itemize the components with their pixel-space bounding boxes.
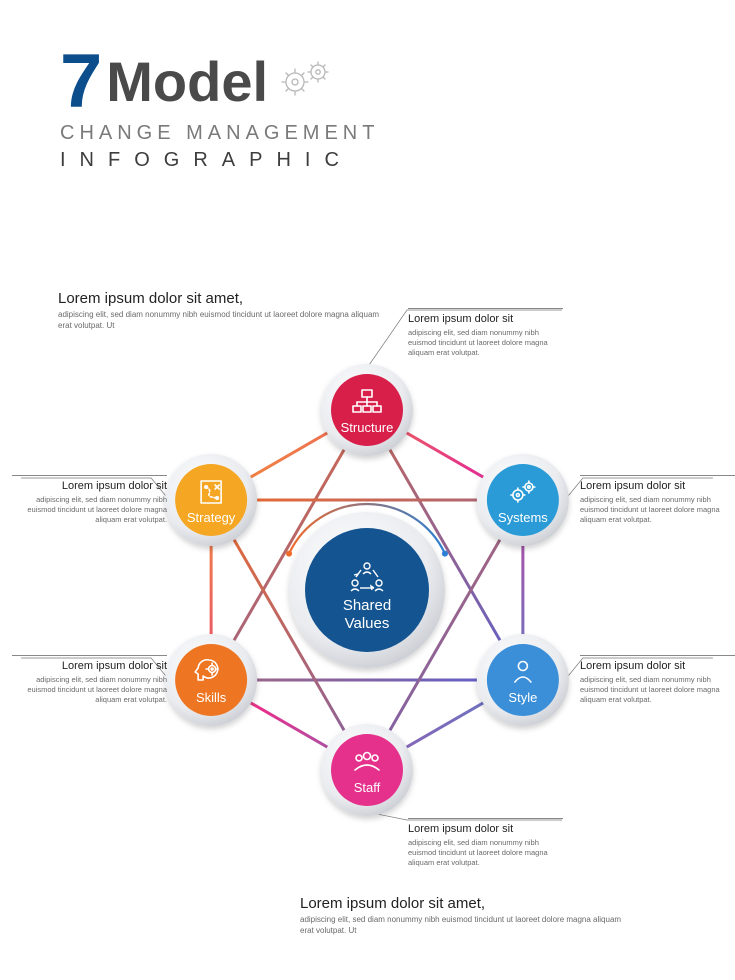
caption-structure: Lorem ipsum dolor sit adipiscing elit, s… [408,308,563,358]
node-structure: Structure [321,364,413,456]
caption-staff: Lorem ipsum dolor sit adipiscing elit, s… [408,818,563,868]
node-label: Staff [354,780,381,795]
caption-body: adipiscing elit, sed diam nonummy nibh e… [580,495,735,525]
caption-body: adipiscing elit, sed diam nonummy nibh e… [300,915,630,937]
caption-systems: Lorem ipsum dolor sit adipiscing elit, s… [580,475,735,525]
caption-title: Lorem ipsum dolor sit amet, [300,895,630,912]
caption-body: adipiscing elit, sed diam nonummy nibh e… [408,838,563,868]
node-label: Style [508,690,537,705]
svg-text:Shared: Shared [343,597,391,614]
node-systems: Systems [477,454,569,546]
caption-title: Lorem ipsum dolor sit [12,480,167,492]
caption-style: Lorem ipsum dolor sit adipiscing elit, s… [580,655,735,705]
diagram-nodes: SharedValues Structure Systems Style Staff Sk… [165,364,569,816]
caption-body: adipiscing elit, sed diam nonummy nibh e… [12,675,167,705]
caption-body: adipiscing elit, sed diam nonummy nibh e… [580,675,735,705]
node-staff: Staff [321,724,413,816]
caption-title: Lorem ipsum dolor sit [12,660,167,672]
node-skills: Skills [165,634,257,726]
caption-strategy: Lorem ipsum dolor sit adipiscing elit, s… [12,475,167,525]
node-strategy: Strategy [165,454,257,546]
node-label: Structure [341,420,394,435]
caption-skills: Lorem ipsum dolor sit adipiscing elit, s… [12,655,167,705]
node-label: Skills [196,690,227,705]
node-label: Strategy [187,510,236,525]
caption-title: Lorem ipsum dolor sit [580,660,735,672]
node-style: Style [477,634,569,726]
caption-bottom-big: Lorem ipsum dolor sit amet, adipiscing e… [300,895,630,937]
caption-title: Lorem ipsum dolor sit [408,823,563,835]
caption-title: Lorem ipsum dolor sit [580,480,735,492]
caption-body: adipiscing elit, sed diam nonummy nibh e… [408,328,563,358]
caption-body: adipiscing elit, sed diam nonummy nibh e… [12,495,167,525]
caption-title: Lorem ipsum dolor sit [408,313,563,325]
svg-text:Values: Values [345,615,390,632]
node-label: Systems [498,510,548,525]
